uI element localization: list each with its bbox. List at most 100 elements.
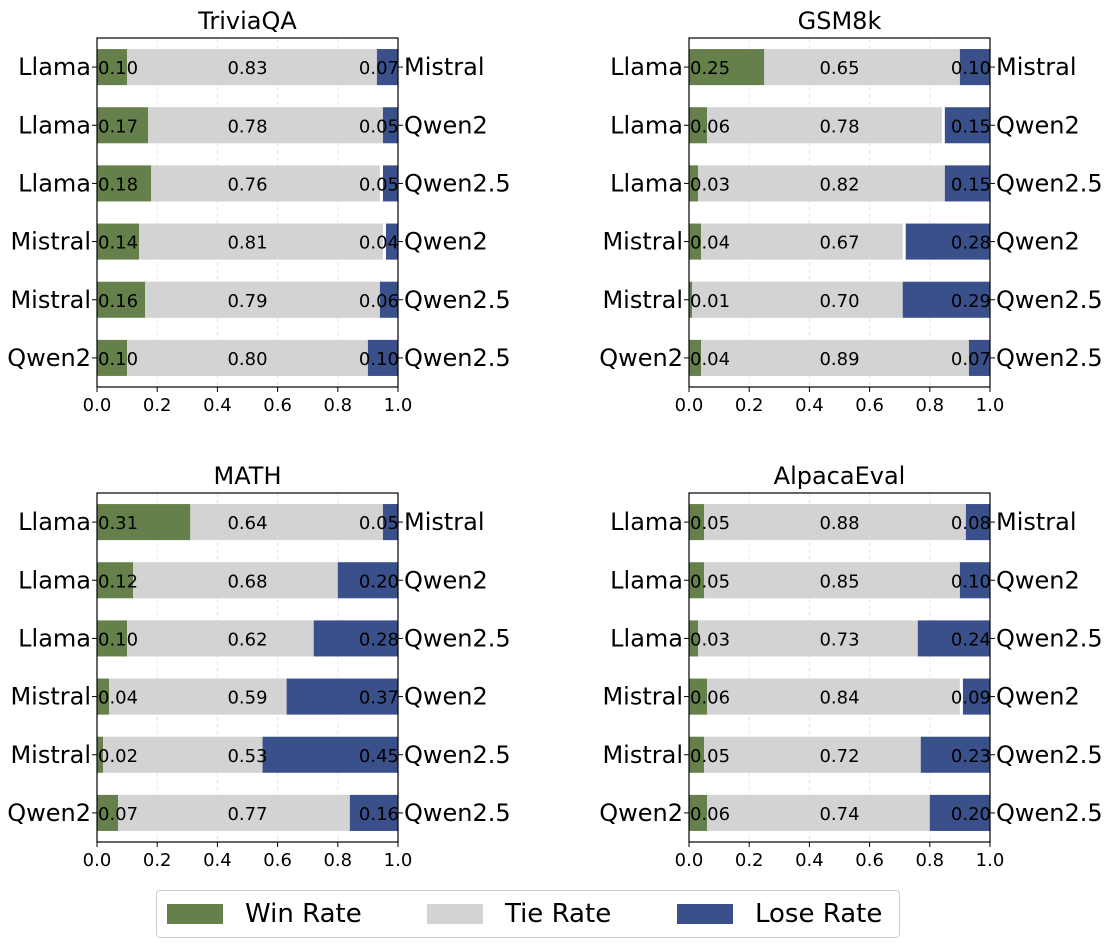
bar-tie (109, 678, 287, 715)
chart-title: GSM8k (798, 7, 882, 35)
x-tick-label: 0.0 (675, 850, 704, 871)
bar-lose (379, 281, 398, 318)
bar-win (689, 107, 708, 144)
bar-lose (313, 620, 398, 657)
data-label-lose: 0.28 (951, 233, 991, 254)
x-tick-label: 0.8 (323, 850, 352, 871)
data-label-lose: 0.05 (359, 513, 399, 534)
x-tick-label: 1.0 (976, 395, 1005, 416)
bar-lose (962, 678, 990, 715)
data-label-lose: 0.29 (951, 291, 991, 312)
data-label-win: 0.31 (98, 513, 138, 534)
y-label-right: Qwen2 (996, 683, 1080, 711)
data-label-win: 0.05 (690, 746, 730, 767)
y-label-left: Llama (610, 566, 683, 594)
bar-win (689, 736, 705, 773)
data-label-lose: 0.45 (359, 746, 399, 767)
x-tick-label: 1.0 (976, 850, 1005, 871)
bar-tie (151, 165, 380, 202)
y-label-right: Qwen2.5 (404, 741, 511, 769)
legend-swatch-lose (677, 904, 733, 924)
bar-lose (920, 736, 990, 773)
x-tick-label: 0.6 (855, 850, 884, 871)
y-label-left: Llama (18, 169, 91, 197)
y-label-left: Llama (18, 111, 91, 139)
bar-lose (968, 339, 990, 376)
y-label-left: Qwen2 (7, 344, 91, 372)
data-label-lose: 0.15 (951, 116, 991, 137)
data-label-lose: 0.10 (951, 58, 991, 79)
y-label-left: Qwen2 (599, 799, 683, 827)
bar-lose (965, 504, 990, 541)
y-label-right: Qwen2.5 (996, 741, 1103, 769)
data-label-lose: 0.10 (951, 571, 991, 592)
data-label-win: 0.04 (98, 688, 138, 709)
data-label-tie: 0.72 (819, 746, 859, 767)
data-label-tie: 0.64 (227, 513, 267, 534)
bar-tie (127, 620, 314, 657)
bar-win (689, 562, 705, 599)
data-label-lose: 0.28 (359, 629, 399, 650)
data-label-tie: 0.82 (819, 174, 859, 195)
y-label-left: Mistral (10, 683, 91, 711)
plot-frame (688, 37, 991, 388)
bar-win (97, 223, 140, 260)
legend-label-tie: Tie Rate (505, 899, 612, 929)
bar-tie (190, 504, 383, 541)
x-tick-label: 0.0 (83, 395, 112, 416)
chart-title: AlpacaEval (774, 462, 906, 490)
data-label-win: 0.04 (690, 233, 730, 254)
bar-tie (698, 620, 918, 657)
bar-win (97, 736, 104, 773)
x-tick-label: 0.8 (323, 395, 352, 416)
x-tick-label: 0.0 (83, 850, 112, 871)
legend-swatch-win (167, 904, 223, 924)
y-label-left: Llama (18, 53, 91, 81)
data-label-win: 0.06 (690, 804, 730, 825)
data-label-win: 0.06 (690, 116, 730, 137)
data-label-win: 0.05 (690, 571, 730, 592)
bar-lose (376, 49, 398, 86)
data-label-win: 0.10 (98, 629, 138, 650)
bar-tie (698, 165, 945, 202)
data-label-win: 0.18 (98, 174, 138, 195)
bar-tie (701, 339, 969, 376)
bar-tie (707, 794, 930, 831)
data-label-tie: 0.62 (227, 629, 267, 650)
data-label-win: 0.06 (690, 688, 730, 709)
data-label-tie: 0.76 (227, 174, 267, 195)
y-label-right: Mistral (996, 53, 1077, 81)
data-label-win: 0.01 (690, 291, 730, 312)
chart-title: TriviaQA (197, 7, 297, 35)
data-label-tie: 0.68 (227, 571, 267, 592)
data-label-tie: 0.53 (227, 746, 267, 767)
bar-win (97, 339, 128, 376)
legend-swatch-tie (427, 904, 483, 924)
y-label-left: Llama (18, 508, 91, 536)
y-label-left: Mistral (10, 741, 91, 769)
data-label-tie: 0.73 (819, 629, 859, 650)
plot-frame (688, 492, 991, 843)
data-label-tie: 0.88 (819, 513, 859, 534)
bar-win (97, 620, 128, 657)
data-label-lose: 0.05 (359, 174, 399, 195)
x-tick-label: 0.2 (143, 395, 172, 416)
data-label-win: 0.02 (98, 746, 138, 767)
y-label-right: Qwen2 (996, 228, 1080, 256)
data-label-tie: 0.89 (819, 349, 859, 370)
y-label-right: Qwen2.5 (996, 799, 1103, 827)
y-label-right: Qwen2.5 (996, 344, 1103, 372)
data-label-lose: 0.23 (951, 746, 991, 767)
data-label-tie: 0.83 (227, 58, 267, 79)
x-tick-label: 0.8 (915, 850, 944, 871)
x-tick-label: 0.8 (915, 395, 944, 416)
x-tick-label: 0.2 (735, 850, 764, 871)
plot-frame (96, 37, 399, 388)
data-label-lose: 0.07 (951, 349, 991, 370)
bar-tie (707, 678, 960, 715)
y-label-right: Qwen2.5 (404, 799, 511, 827)
data-label-tie: 0.77 (227, 804, 267, 825)
legend-label-win: Win Rate (245, 899, 362, 929)
data-label-lose: 0.37 (359, 688, 399, 709)
data-label-lose: 0.15 (951, 174, 991, 195)
